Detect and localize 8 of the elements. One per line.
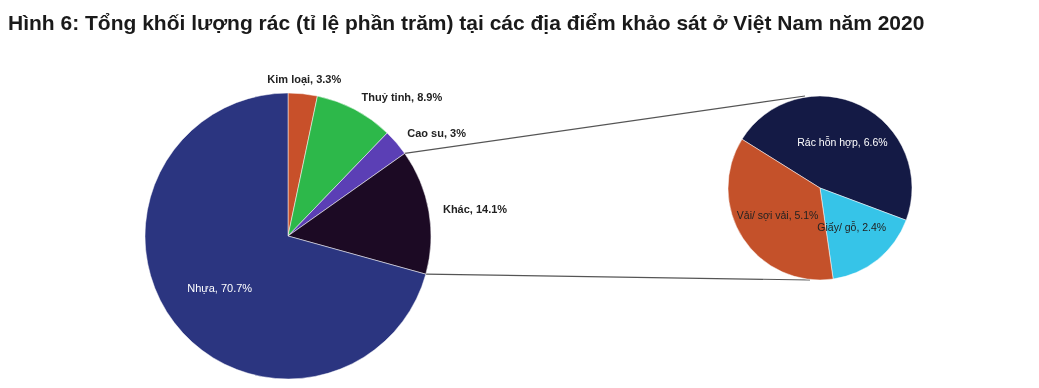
slice-label: Rác hỗn hợp, 6.6% xyxy=(797,136,888,149)
slice-label: Vải/ sợi vải, 5.1% xyxy=(736,209,819,222)
slice-label: Kim loại, 3.3% xyxy=(267,73,342,87)
slice-label: Cao su, 3% xyxy=(407,127,467,140)
slice-label: Thuỷ tinh, 8.9% xyxy=(361,90,443,103)
slice-label: Nhựa, 70.7% xyxy=(187,281,253,294)
slice-label: Khác, 14.1% xyxy=(442,202,508,215)
chart-title: Hình 6: Tổng khối lượng rác (tỉ lệ phần trăm) tại các địa điểm khảo sát ở Việt Nam năm 2020 xyxy=(8,11,925,34)
